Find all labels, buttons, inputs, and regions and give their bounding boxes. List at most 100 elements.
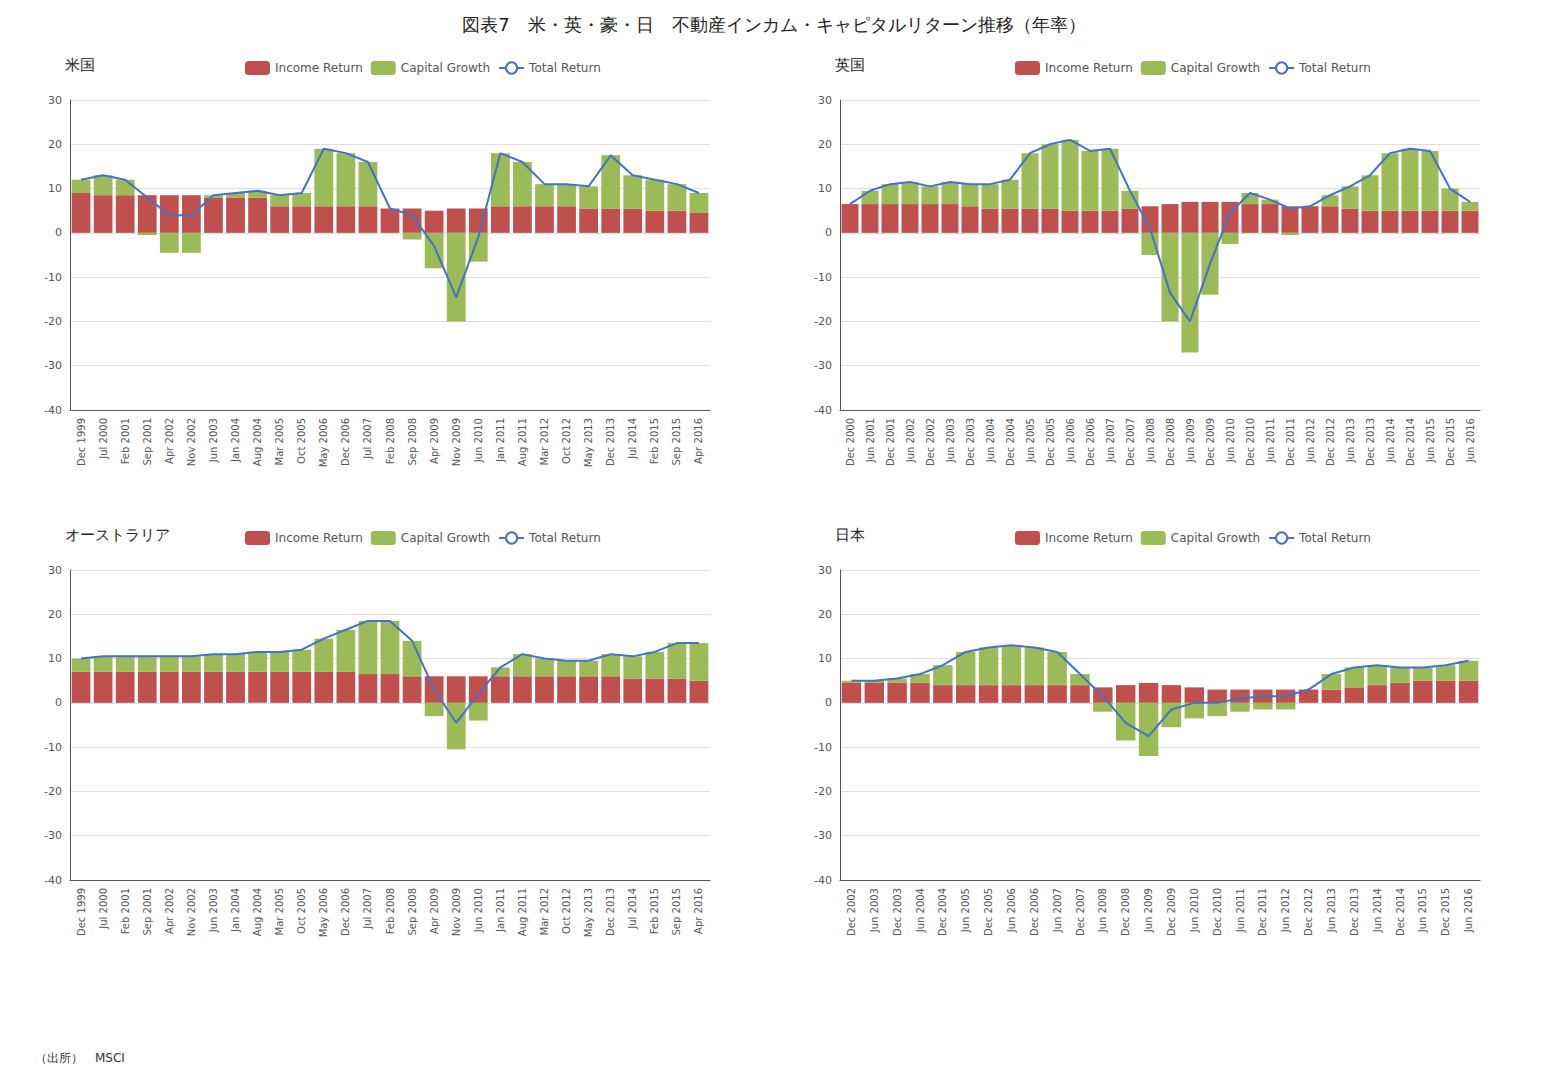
svg-text:（出所） MSCI: （出所） MSCI bbox=[35, 1051, 125, 1065]
svg-text:Dec 2005: Dec 2005 bbox=[983, 888, 994, 936]
svg-text:Dec 2009: Dec 2009 bbox=[1205, 418, 1216, 466]
svg-text:日本: 日本 bbox=[835, 526, 865, 544]
svg-text:Nov 2002: Nov 2002 bbox=[186, 888, 197, 936]
svg-text:Dec 2006: Dec 2006 bbox=[340, 418, 351, 466]
svg-text:Dec 2010: Dec 2010 bbox=[1212, 888, 1223, 936]
svg-text:Sep 2001: Sep 2001 bbox=[142, 418, 153, 465]
svg-text:Dec 2004: Dec 2004 bbox=[937, 888, 948, 936]
svg-text:Capital Growth: Capital Growth bbox=[1171, 61, 1260, 75]
svg-text:20: 20 bbox=[48, 138, 62, 151]
svg-text:Nov 2009: Nov 2009 bbox=[451, 418, 462, 466]
svg-text:-30: -30 bbox=[814, 829, 832, 842]
svg-text:30: 30 bbox=[48, 94, 62, 107]
svg-text:Dec 2012: Dec 2012 bbox=[1303, 888, 1314, 936]
svg-text:Aug 2011: Aug 2011 bbox=[517, 888, 528, 936]
svg-text:Jun 2004: Jun 2004 bbox=[915, 888, 926, 933]
svg-text:Dec 2011: Dec 2011 bbox=[1257, 888, 1268, 936]
svg-text:Jun 2013: Jun 2013 bbox=[1345, 418, 1356, 463]
svg-text:Dec 2011: Dec 2011 bbox=[1285, 418, 1296, 466]
svg-text:Capital Growth: Capital Growth bbox=[401, 61, 490, 75]
svg-text:Apr 2016: Apr 2016 bbox=[693, 888, 704, 934]
svg-text:0: 0 bbox=[825, 696, 832, 709]
svg-text:Nov 2009: Nov 2009 bbox=[451, 888, 462, 936]
svg-text:米国: 米国 bbox=[65, 56, 95, 74]
svg-text:Jul 2014: Jul 2014 bbox=[627, 418, 638, 460]
svg-text:-40: -40 bbox=[44, 874, 62, 887]
svg-text:Jun 2005: Jun 2005 bbox=[960, 888, 971, 933]
svg-text:-10: -10 bbox=[44, 271, 62, 284]
svg-text:May 2006: May 2006 bbox=[318, 418, 329, 467]
svg-text:Feb 2015: Feb 2015 bbox=[649, 418, 660, 464]
svg-text:Dec 2003: Dec 2003 bbox=[892, 888, 903, 936]
svg-text:Jun 2002: Jun 2002 bbox=[905, 418, 916, 463]
svg-text:図表7 米・英・豪・日 不動産インカム・キャピタルリターン推: 図表7 米・英・豪・日 不動産インカム・キャピタルリターン推移（年率） bbox=[462, 14, 1085, 35]
svg-text:Jun 2016: Jun 2016 bbox=[1463, 888, 1474, 933]
svg-text:Feb 2008: Feb 2008 bbox=[385, 418, 396, 464]
svg-text:Jun 2008: Jun 2008 bbox=[1145, 418, 1156, 463]
svg-text:Apr 2002: Apr 2002 bbox=[164, 418, 175, 464]
svg-text:Jun 2008: Jun 2008 bbox=[1097, 888, 1108, 933]
svg-text:Dec 2013: Dec 2013 bbox=[1349, 888, 1360, 936]
svg-text:Apr 2016: Apr 2016 bbox=[693, 418, 704, 464]
svg-text:オーストラリア: オーストラリア bbox=[65, 526, 170, 544]
svg-text:Aug 2004: Aug 2004 bbox=[252, 418, 263, 466]
svg-text:May 2013: May 2013 bbox=[583, 418, 594, 467]
svg-text:Jun 2003: Jun 2003 bbox=[208, 888, 219, 933]
svg-text:Mar 2012: Mar 2012 bbox=[539, 418, 550, 466]
svg-text:-20: -20 bbox=[814, 315, 832, 328]
svg-text:Feb 2008: Feb 2008 bbox=[385, 888, 396, 934]
svg-text:Oct 2012: Oct 2012 bbox=[561, 418, 572, 464]
svg-text:Oct 2005: Oct 2005 bbox=[296, 888, 307, 934]
svg-text:Dec 2007: Dec 2007 bbox=[1075, 888, 1086, 936]
svg-text:Total Return: Total Return bbox=[528, 61, 601, 75]
svg-text:-10: -10 bbox=[814, 741, 832, 754]
svg-text:Apr 2009: Apr 2009 bbox=[429, 418, 440, 464]
svg-text:Jun 2003: Jun 2003 bbox=[869, 888, 880, 933]
svg-text:Income Return: Income Return bbox=[1045, 531, 1133, 545]
svg-text:Total Return: Total Return bbox=[1298, 531, 1371, 545]
svg-text:30: 30 bbox=[48, 564, 62, 577]
svg-text:-20: -20 bbox=[814, 785, 832, 798]
svg-text:0: 0 bbox=[825, 226, 832, 239]
svg-text:Dec 2008: Dec 2008 bbox=[1165, 418, 1176, 466]
svg-text:Jun 2010: Jun 2010 bbox=[473, 418, 484, 463]
svg-text:Jul 2000: Jul 2000 bbox=[98, 888, 109, 930]
svg-text:Dec 2014: Dec 2014 bbox=[1395, 888, 1406, 936]
svg-text:10: 10 bbox=[48, 652, 62, 665]
svg-text:-30: -30 bbox=[44, 359, 62, 372]
svg-text:Capital Growth: Capital Growth bbox=[1171, 531, 1260, 545]
svg-text:Jan 2011: Jan 2011 bbox=[495, 418, 506, 463]
svg-text:Sep 2015: Sep 2015 bbox=[671, 418, 682, 465]
svg-text:Dec 2006: Dec 2006 bbox=[1029, 888, 1040, 936]
svg-text:Dec 2010: Dec 2010 bbox=[1245, 418, 1256, 466]
svg-text:Sep 2001: Sep 2001 bbox=[142, 888, 153, 935]
svg-text:Jan 2011: Jan 2011 bbox=[495, 888, 506, 933]
svg-text:Dec 2014: Dec 2014 bbox=[1405, 418, 1416, 466]
svg-text:Jun 2015: Jun 2015 bbox=[1425, 418, 1436, 463]
svg-text:Total Return: Total Return bbox=[528, 531, 601, 545]
svg-text:10: 10 bbox=[818, 652, 832, 665]
svg-text:Jun 2014: Jun 2014 bbox=[1385, 418, 1396, 463]
svg-text:Jun 2006: Jun 2006 bbox=[1006, 888, 1017, 933]
svg-text:Jun 2009: Jun 2009 bbox=[1143, 888, 1154, 933]
svg-text:Feb 2001: Feb 2001 bbox=[120, 888, 131, 934]
svg-text:Income Return: Income Return bbox=[275, 531, 363, 545]
svg-text:Dec 2009: Dec 2009 bbox=[1166, 888, 1177, 936]
svg-text:Jun 2013: Jun 2013 bbox=[1326, 888, 1337, 933]
svg-text:-40: -40 bbox=[44, 404, 62, 417]
svg-text:Oct 2005: Oct 2005 bbox=[296, 418, 307, 464]
svg-text:10: 10 bbox=[48, 182, 62, 195]
svg-text:Jun 2006: Jun 2006 bbox=[1065, 418, 1076, 463]
svg-text:Dec 1999: Dec 1999 bbox=[76, 888, 87, 936]
svg-text:Jun 2005: Jun 2005 bbox=[1025, 418, 1036, 463]
svg-text:Sep 2008: Sep 2008 bbox=[407, 418, 418, 465]
svg-text:-30: -30 bbox=[814, 359, 832, 372]
svg-text:Mar 2012: Mar 2012 bbox=[539, 888, 550, 936]
svg-text:Mar 2005: Mar 2005 bbox=[274, 418, 285, 466]
svg-text:Aug 2011: Aug 2011 bbox=[517, 418, 528, 466]
svg-text:Jun 2014: Jun 2014 bbox=[1372, 888, 1383, 933]
svg-text:Jul 2000: Jul 2000 bbox=[98, 418, 109, 460]
svg-text:Dec 2003: Dec 2003 bbox=[965, 418, 976, 466]
svg-text:Jun 2011: Jun 2011 bbox=[1265, 418, 1276, 463]
svg-text:Jun 2015: Jun 2015 bbox=[1417, 888, 1428, 933]
